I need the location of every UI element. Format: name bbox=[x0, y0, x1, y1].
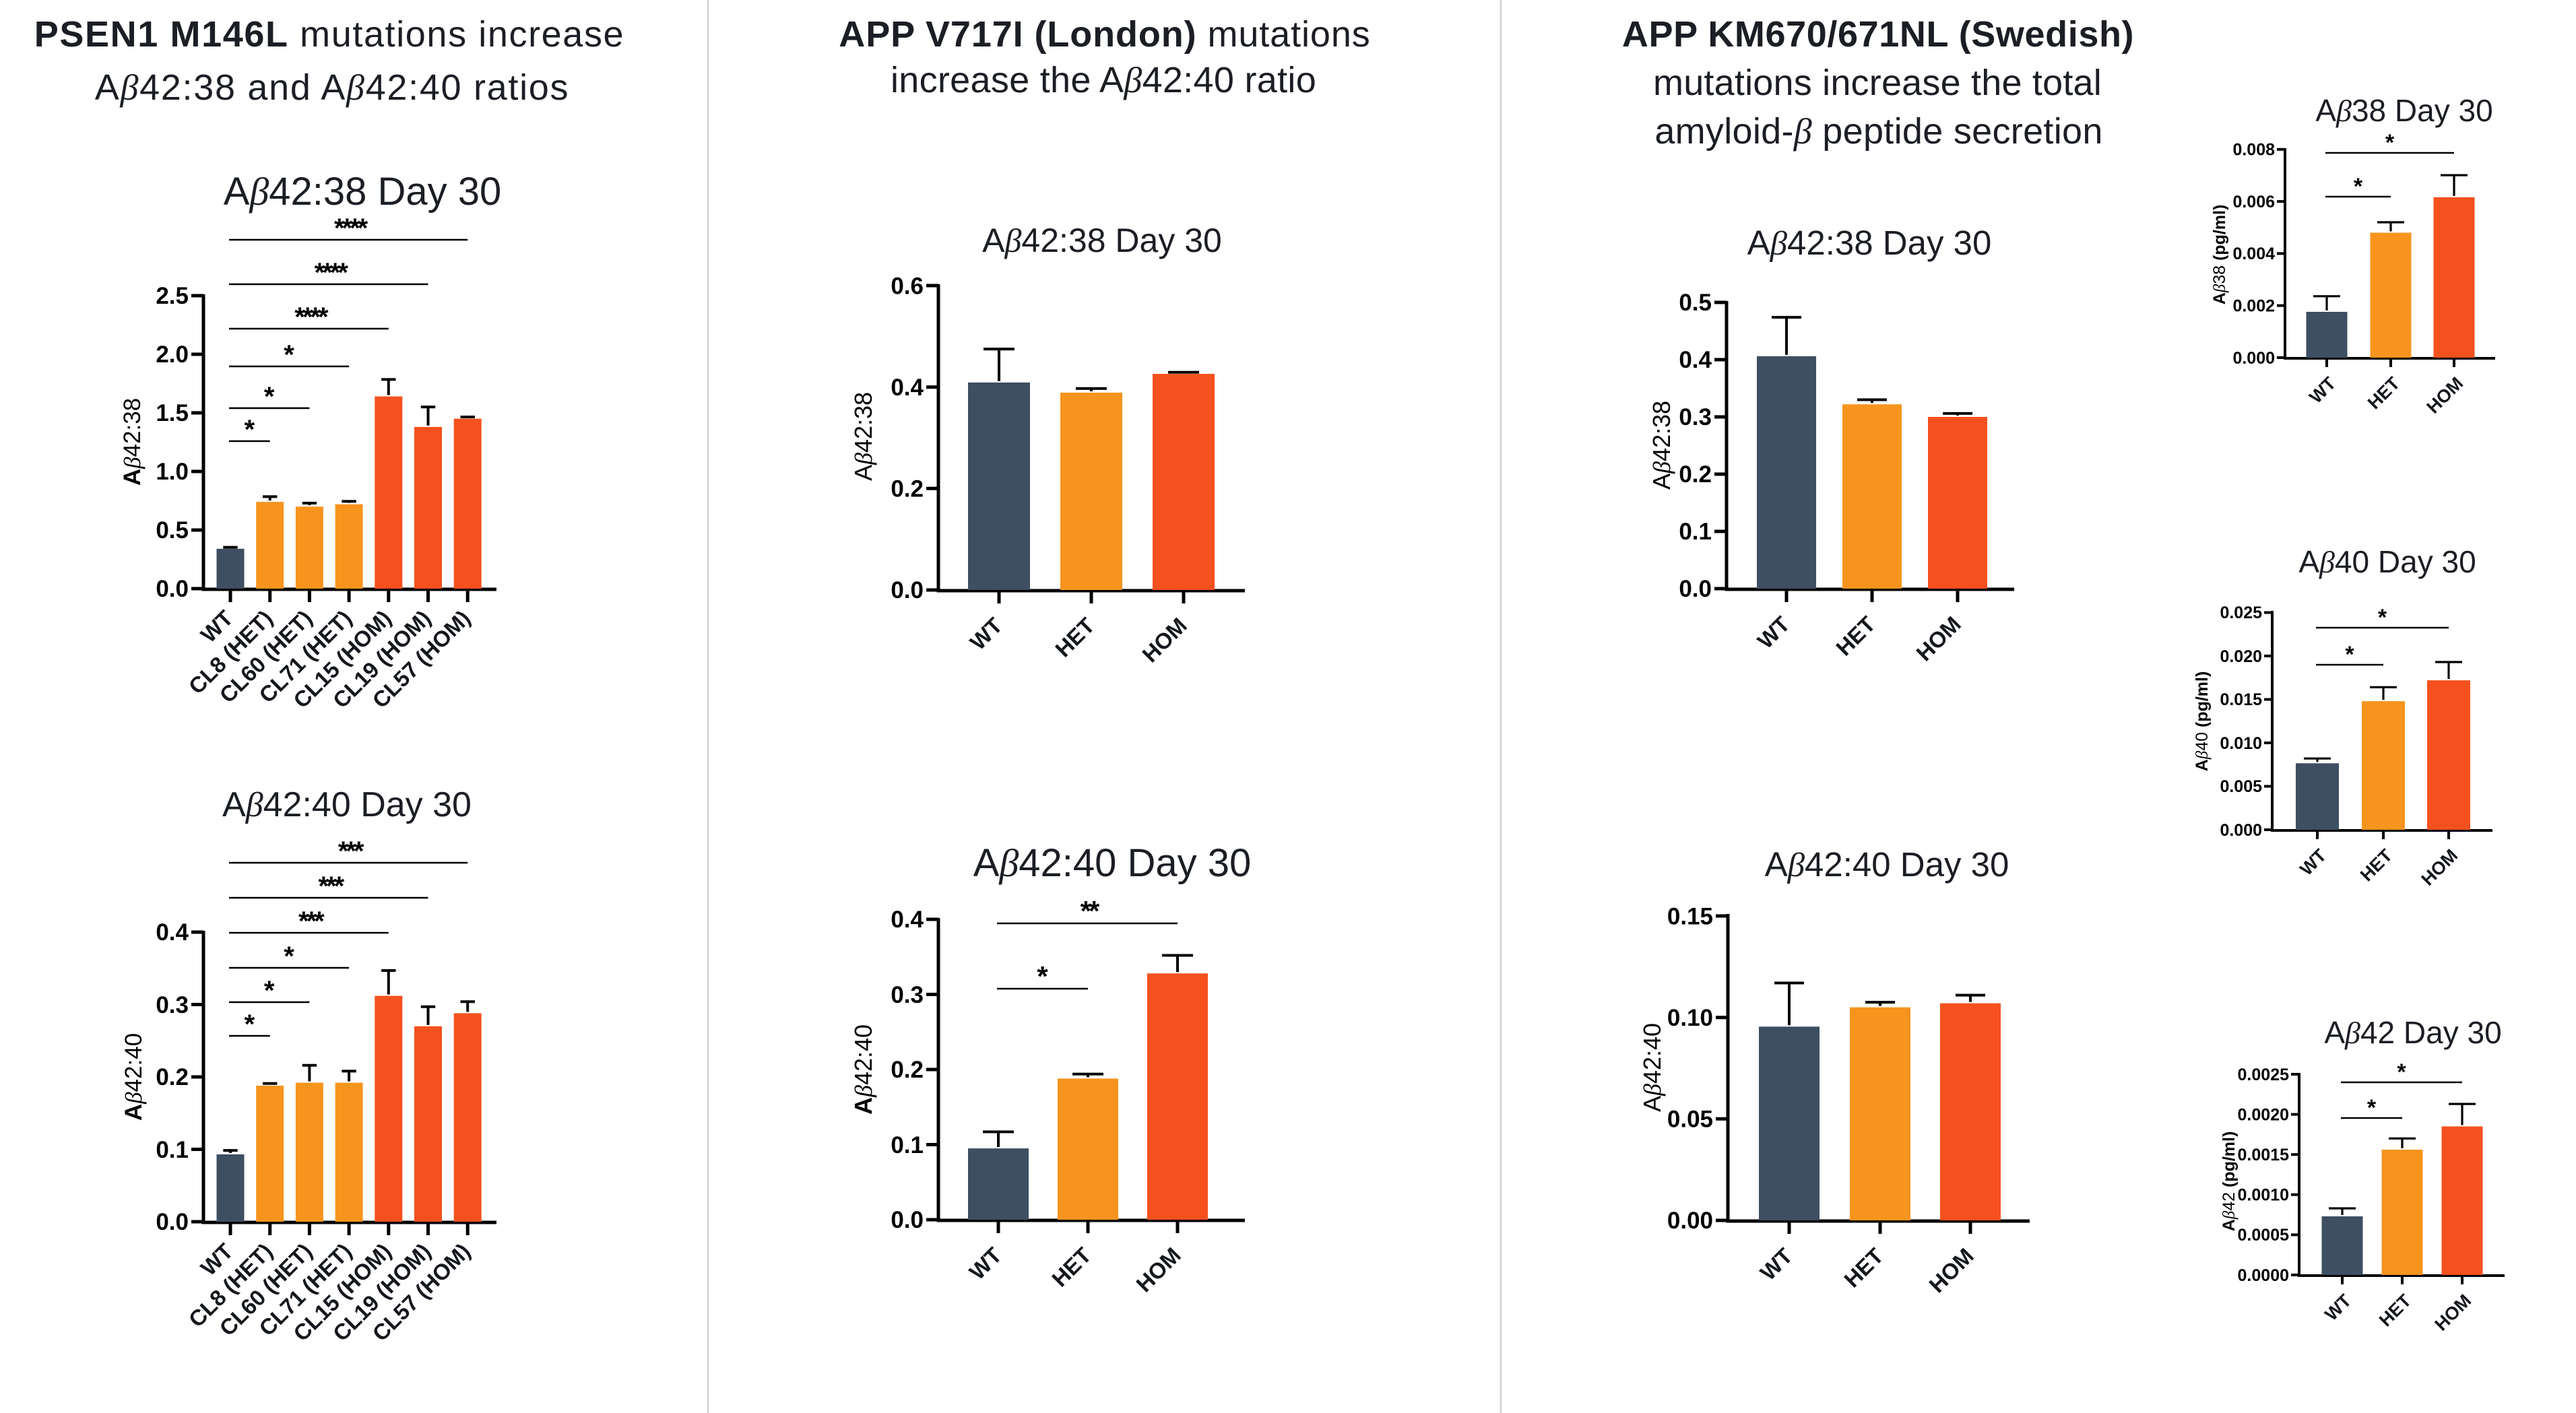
svg-text:Aβ42:40 Day 30: Aβ42:40 Day 30 bbox=[973, 841, 1252, 885]
svg-text:Aβ42 Day 30: Aβ42 Day 30 bbox=[2324, 1015, 2501, 1050]
svg-text:*: * bbox=[245, 415, 255, 445]
svg-text:1.5: 1.5 bbox=[156, 400, 189, 426]
svg-text:0.020: 0.020 bbox=[2220, 647, 2262, 666]
svg-text:0.008: 0.008 bbox=[2232, 141, 2275, 160]
svg-text:APP V717I (London) mutations: APP V717I (London) mutations bbox=[839, 14, 1370, 55]
svg-text:Aβ42:40: Aβ42:40 bbox=[1638, 1023, 1666, 1112]
svg-text:0.1: 0.1 bbox=[891, 1132, 924, 1158]
svg-text:Aβ42:40 Day 30: Aβ42:40 Day 30 bbox=[222, 785, 472, 824]
svg-text:Aβ42:40: Aβ42:40 bbox=[121, 1033, 147, 1121]
svg-text:*: * bbox=[2385, 130, 2395, 156]
svg-text:2.0: 2.0 bbox=[156, 341, 189, 368]
svg-text:*: * bbox=[245, 1010, 255, 1039]
svg-text:****: **** bbox=[334, 213, 368, 243]
svg-text:*: * bbox=[2345, 642, 2354, 667]
svg-text:0.002: 0.002 bbox=[2232, 296, 2275, 315]
svg-text:Aβ42 (pg/ml): Aβ42 (pg/ml) bbox=[2220, 1131, 2239, 1232]
svg-text:***: *** bbox=[338, 836, 364, 866]
svg-text:0.1: 0.1 bbox=[1679, 519, 1712, 545]
svg-text:0.2: 0.2 bbox=[1679, 461, 1712, 488]
svg-text:Aβ42:38: Aβ42:38 bbox=[1648, 401, 1675, 490]
svg-text:0.10: 0.10 bbox=[1667, 1005, 1713, 1031]
svg-text:0.004: 0.004 bbox=[2232, 244, 2275, 263]
svg-text:0.05: 0.05 bbox=[1667, 1107, 1713, 1133]
svg-text:*: * bbox=[284, 942, 294, 971]
svg-text:0.5: 0.5 bbox=[1679, 290, 1712, 316]
svg-text:*: * bbox=[2397, 1059, 2406, 1085]
svg-text:*: * bbox=[1037, 960, 1048, 992]
svg-text:Aβ38 (pg/ml): Aβ38 (pg/ml) bbox=[2210, 205, 2229, 305]
svg-text:0.6: 0.6 bbox=[891, 273, 924, 299]
svg-text:*: * bbox=[264, 976, 275, 1006]
svg-text:Aβ38 Day 30: Aβ38 Day 30 bbox=[2315, 93, 2492, 128]
svg-text:0.0025: 0.0025 bbox=[2238, 1065, 2290, 1084]
svg-text:0.2: 0.2 bbox=[891, 476, 924, 502]
svg-text:0.1: 0.1 bbox=[156, 1137, 189, 1163]
svg-text:0.0000: 0.0000 bbox=[2238, 1266, 2289, 1285]
svg-text:0.2: 0.2 bbox=[156, 1064, 189, 1090]
svg-text:Aβ42:40 Day 30: Aβ42:40 Day 30 bbox=[1765, 845, 2009, 884]
svg-text:PSEN1 M146L mutations increase: PSEN1 M146L mutations increase bbox=[34, 14, 624, 55]
svg-text:0.4: 0.4 bbox=[891, 374, 924, 401]
svg-text:0.4: 0.4 bbox=[156, 919, 189, 946]
svg-text:0.0: 0.0 bbox=[891, 577, 924, 603]
svg-text:*: * bbox=[284, 340, 294, 370]
svg-text:****: **** bbox=[294, 302, 329, 332]
svg-text:0.000: 0.000 bbox=[2232, 349, 2275, 368]
svg-text:Aβ42:38 Day 30: Aβ42:38 Day 30 bbox=[1747, 224, 1992, 263]
svg-text:0.0010: 0.0010 bbox=[2238, 1186, 2289, 1205]
svg-text:Aβ42:38: Aβ42:38 bbox=[849, 392, 877, 481]
svg-text:Aβ42:38: Aβ42:38 bbox=[119, 398, 146, 486]
svg-text:0.4: 0.4 bbox=[1679, 347, 1712, 373]
svg-text:*: * bbox=[2378, 605, 2387, 630]
svg-text:Aβ42:40: Aβ42:40 bbox=[849, 1024, 877, 1115]
svg-text:Aβ42:38 and Aβ42:40 ratios: Aβ42:38 and Aβ42:40 ratios bbox=[95, 67, 570, 108]
svg-text:0.3: 0.3 bbox=[1679, 404, 1712, 430]
svg-text:Aβ42:38 Day 30: Aβ42:38 Day 30 bbox=[224, 170, 502, 213]
svg-text:****: **** bbox=[315, 258, 349, 288]
svg-text:0.00: 0.00 bbox=[1667, 1208, 1713, 1234]
svg-text:0.0: 0.0 bbox=[891, 1207, 924, 1233]
svg-text:0.005: 0.005 bbox=[2220, 777, 2262, 796]
svg-text:*: * bbox=[2367, 1095, 2377, 1121]
svg-text:***: *** bbox=[298, 907, 325, 936]
svg-text:0.0: 0.0 bbox=[156, 1209, 189, 1235]
svg-text:increase the Aβ42:40 ratio: increase the Aβ42:40 ratio bbox=[891, 60, 1316, 100]
svg-text:0.0020: 0.0020 bbox=[2238, 1105, 2289, 1124]
svg-text:0.0005: 0.0005 bbox=[2238, 1226, 2290, 1245]
svg-text:0.5: 0.5 bbox=[156, 517, 189, 544]
svg-text:0.015: 0.015 bbox=[2220, 690, 2262, 709]
svg-text:1.0: 1.0 bbox=[156, 459, 189, 485]
svg-text:2.5: 2.5 bbox=[156, 283, 189, 309]
svg-text:0.3: 0.3 bbox=[891, 982, 924, 1008]
svg-text:0.3: 0.3 bbox=[156, 992, 189, 1018]
svg-text:0.025: 0.025 bbox=[2220, 603, 2262, 622]
svg-text:0.0: 0.0 bbox=[156, 576, 189, 602]
svg-text:amyloid-β peptide secretion: amyloid-β peptide secretion bbox=[1654, 111, 2102, 152]
svg-text:0.0015: 0.0015 bbox=[2238, 1146, 2290, 1164]
svg-text:mutations increase the total: mutations increase the total bbox=[1653, 63, 2102, 103]
svg-text:0.000: 0.000 bbox=[2220, 821, 2262, 840]
svg-text:Aβ42:38 Day 30: Aβ42:38 Day 30 bbox=[982, 222, 1222, 259]
svg-text:*: * bbox=[264, 382, 275, 412]
svg-text:0.4: 0.4 bbox=[891, 907, 924, 933]
svg-text:APP KM670/671NL (Swedish): APP KM670/671NL (Swedish) bbox=[1622, 14, 2134, 55]
svg-text:Aβ40 Day 30: Aβ40 Day 30 bbox=[2298, 544, 2476, 579]
svg-text:0.15: 0.15 bbox=[1667, 903, 1713, 929]
svg-text:0.0: 0.0 bbox=[1679, 576, 1712, 602]
svg-text:0.010: 0.010 bbox=[2220, 734, 2262, 753]
svg-text:0.2: 0.2 bbox=[891, 1057, 924, 1083]
svg-text:***: *** bbox=[318, 872, 344, 901]
svg-text:*: * bbox=[2354, 174, 2363, 199]
svg-text:Aβ40 (pg/ml): Aβ40 (pg/ml) bbox=[2193, 671, 2212, 772]
svg-text:0.006: 0.006 bbox=[2232, 193, 2275, 211]
